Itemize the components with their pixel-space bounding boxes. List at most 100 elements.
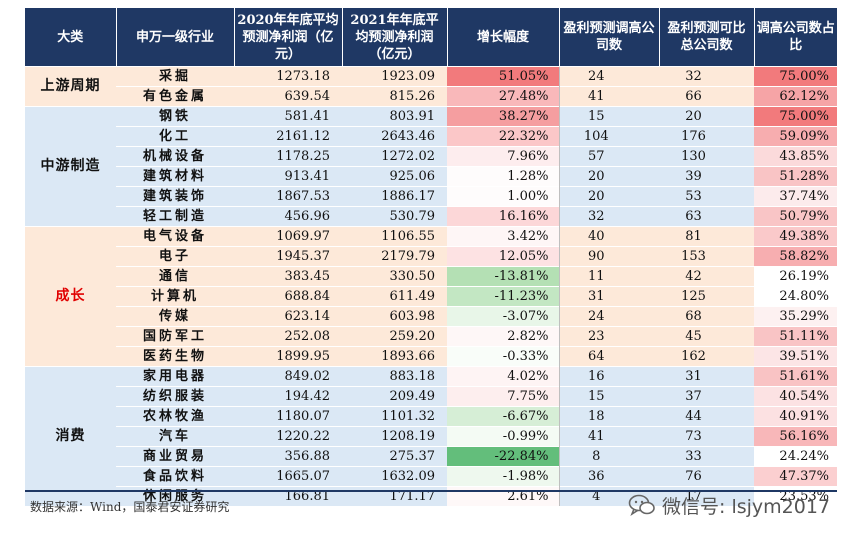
- table-row: 成长 电气设备 1069.97 1106.55 3.42% 40 81 49.38%: [25, 226, 837, 367]
- growth-cell: 51.05%: [447, 66, 559, 87]
- profit-2021-cell: 1106.55: [342, 226, 447, 247]
- industry-cell: 商业贸易: [116, 446, 234, 467]
- raised-share-cell: 50.79%: [754, 206, 837, 227]
- industry-cell: 建筑装饰: [116, 186, 234, 207]
- industry-cell: 传媒: [116, 306, 234, 327]
- profit-2020-cell: 356.88: [234, 446, 342, 467]
- data-source-note: 数据来源：Wind，国泰君安证券研究: [30, 500, 230, 514]
- growth-cell: -6.67%: [447, 406, 559, 427]
- raised-share-cell: 51.61%: [754, 366, 837, 387]
- growth-cell: 2.82%: [447, 326, 559, 347]
- raised-share-cell: 39.51%: [754, 346, 837, 367]
- table-row: 商业贸易 356.88 275.37 -22.84% 8 33 24.24%: [25, 446, 837, 467]
- raised-share-cell: 59.09%: [754, 126, 837, 147]
- total-count-cell: 162: [659, 346, 754, 367]
- profit-2021-cell: 1101.32: [342, 406, 447, 427]
- table-row: 食品饮料 1665.07 1632.09 -1.98% 36 76 47.37%: [25, 466, 837, 487]
- raised-count-cell: 23: [558, 326, 659, 347]
- raised-share-cell: 49.38%: [754, 226, 837, 247]
- growth-cell: -11.23%: [447, 286, 559, 307]
- header-profit-2021: 2021年年底平均预测净利润（亿元）: [341, 8, 447, 67]
- raised-count-cell: 20: [558, 166, 659, 187]
- raised-share-cell: 58.82%: [754, 246, 837, 267]
- raised-count-cell: 104: [558, 126, 659, 147]
- category-cell: 中游制造: [25, 106, 116, 227]
- profit-2020-cell: 1180.07: [234, 406, 342, 427]
- industry-cell: 电气设备: [116, 226, 234, 247]
- total-count-cell: 176: [659, 126, 754, 147]
- growth-cell: 16.16%: [447, 206, 559, 227]
- table-row: 国防军工 252.08 259.20 2.82% 23 45 51.11%: [25, 326, 837, 347]
- raised-count-cell: 36: [558, 466, 659, 487]
- raised-share-cell: 40.54%: [754, 386, 837, 407]
- table-row: 电子 1945.37 2179.79 12.05% 90 153 58.82%: [25, 246, 837, 267]
- profit-2021-cell: 530.79: [342, 206, 447, 227]
- header-total-count: 盈利预测可比总公司数: [658, 8, 754, 67]
- industry-cell: 采掘: [116, 66, 234, 87]
- profit-2021-cell: 275.37: [342, 446, 447, 467]
- raised-share-cell: 51.11%: [754, 326, 837, 347]
- industry-cell: 化工: [116, 126, 234, 147]
- industry-cell: 医药生物: [116, 346, 234, 367]
- raised-share-cell: 47.37%: [754, 466, 837, 487]
- raised-share-cell: 26.19%: [754, 266, 837, 287]
- total-count-cell: 33: [659, 446, 754, 467]
- table-body: 上游周期 采掘 1273.18 1923.09 51.05% 24 32 75.00% 有色金属…: [25, 66, 837, 506]
- industry-cell: 农林牧渔: [116, 406, 234, 427]
- profit-2020-cell: 1273.18: [234, 66, 342, 87]
- profit-2020-cell: 1178.25: [234, 146, 342, 167]
- header-industry: 申万一级行业: [115, 8, 234, 67]
- raised-share-cell: 24.24%: [754, 446, 837, 467]
- profit-2020-cell: 1220.22: [234, 426, 342, 447]
- total-count-cell: 45: [659, 326, 754, 347]
- growth-cell: 7.75%: [447, 386, 559, 407]
- raised-share-cell: 51.28%: [754, 166, 837, 187]
- growth-cell: -0.33%: [447, 346, 559, 367]
- raised-share-cell: 24.80%: [754, 286, 837, 307]
- table-row: 机械设备 1178.25 1272.02 7.96% 57 130 43.85%: [25, 146, 837, 167]
- raised-count-cell: 64: [558, 346, 659, 367]
- growth-cell: 7.96%: [447, 146, 559, 167]
- raised-count-cell: 11: [558, 266, 659, 287]
- table-row: 建筑装饰 1867.53 1886.17 1.00% 20 53 37.74%: [25, 186, 837, 207]
- profit-2021-cell: 925.06: [342, 166, 447, 187]
- raised-count-cell: 57: [558, 146, 659, 167]
- growth-cell: -1.98%: [447, 466, 559, 487]
- total-count-cell: 20: [659, 106, 754, 127]
- table-row: 通信 383.45 330.50 -13.81% 11 42 26.19%: [25, 266, 837, 287]
- growth-cell: -3.07%: [447, 306, 559, 327]
- header-growth: 增长幅度: [446, 8, 559, 67]
- table-row: 医药生物 1899.95 1893.66 -0.33% 64 162 39.51%: [25, 346, 837, 367]
- profit-2021-cell: 611.49: [342, 286, 447, 307]
- profit-2020-cell: 913.41: [234, 166, 342, 187]
- profit-2021-cell: 2643.46: [342, 126, 447, 147]
- raised-count-cell: 15: [558, 386, 659, 407]
- profit-2020-cell: 639.54: [234, 86, 342, 107]
- profit-2021-cell: 1208.19: [342, 426, 447, 447]
- industry-cell: 通信: [116, 266, 234, 287]
- industry-cell: 国防军工: [116, 326, 234, 347]
- header-category: 大类: [25, 8, 116, 67]
- industry-cell: 纺织服装: [116, 386, 234, 407]
- profit-2021-cell: 259.20: [342, 326, 447, 347]
- profit-2020-cell: 456.96: [234, 206, 342, 227]
- industry-profit-forecast-table: 大类 申万一级行业 2020年年底平均预测净利润（亿元） 2021年年底平均预测…: [25, 8, 837, 506]
- industry-cell: 食品饮料: [116, 466, 234, 487]
- total-count-cell: 39: [659, 166, 754, 187]
- growth-cell: 1.28%: [447, 166, 559, 187]
- profit-2021-cell: 603.98: [342, 306, 447, 327]
- growth-cell: 12.05%: [447, 246, 559, 267]
- raised-count-cell: 20: [558, 186, 659, 207]
- raised-count-cell: 31: [558, 286, 659, 307]
- profit-2020-cell: 2161.12: [234, 126, 342, 147]
- total-count-cell: 68: [659, 306, 754, 327]
- table-bottom-rule: [25, 490, 837, 492]
- profit-2020-cell: 849.02: [234, 366, 342, 387]
- table-row: 上游周期 采掘 1273.18 1923.09 51.05% 24 32 75.00%: [25, 66, 837, 107]
- profit-2021-cell: 209.49: [342, 386, 447, 407]
- header-raised-share: 调高公司数占比: [753, 8, 837, 67]
- raised-count-cell: 32: [558, 206, 659, 227]
- profit-2020-cell: 1945.37: [234, 246, 342, 267]
- raised-share-cell: 40.91%: [754, 406, 837, 427]
- raised-count-cell: 15: [558, 106, 659, 127]
